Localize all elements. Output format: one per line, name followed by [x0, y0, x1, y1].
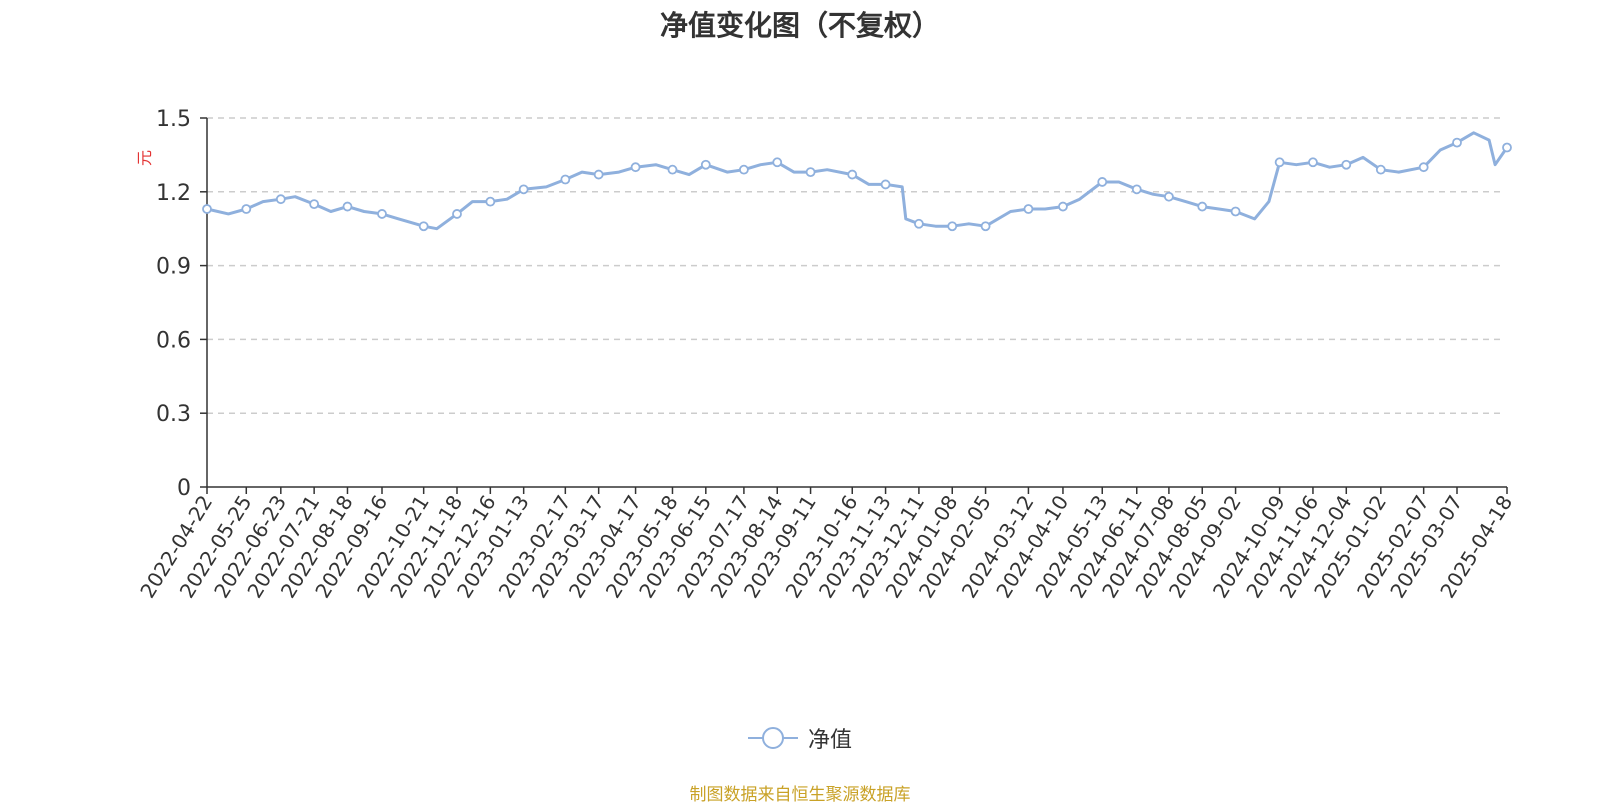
data-point-marker[interactable] [1197, 201, 1208, 212]
data-point-marker[interactable] [1131, 184, 1142, 195]
data-point-marker[interactable] [1341, 159, 1352, 170]
y-tick-label: 0.3 [156, 402, 191, 427]
data-point-marker[interactable] [980, 221, 991, 232]
data-point-marker[interactable] [947, 221, 958, 232]
data-point-marker[interactable] [630, 162, 641, 173]
data-point-marker[interactable] [1418, 162, 1429, 173]
y-tick-label: 0.6 [156, 328, 191, 353]
data-point-marker[interactable] [1230, 206, 1241, 217]
series-line-layer [206, 131, 1509, 231]
y-tick-label: 1.2 [156, 181, 191, 206]
y-tick-label: 1.5 [156, 107, 191, 132]
data-point-marker[interactable] [342, 201, 353, 212]
data-point-marker[interactable] [667, 164, 678, 175]
legend[interactable]: 净值 [0, 722, 1600, 754]
data-point-marker[interactable] [309, 199, 320, 210]
legend-label: 净值 [807, 728, 852, 753]
source-note: 制图数据来自恒生聚源数据库 [689, 785, 911, 805]
data-point-marker[interactable] [593, 169, 604, 180]
data-point-marker[interactable] [275, 194, 286, 205]
data-point-marker[interactable] [1058, 201, 1068, 212]
chart-title: 净值变化图（不复权） [659, 9, 940, 42]
data-point-marker[interactable] [880, 179, 891, 190]
data-point-marker[interactable] [377, 209, 387, 219]
data-point-marker[interactable] [418, 221, 429, 232]
data-point-marker[interactable] [1164, 191, 1174, 202]
y-axis-unit-label: 元 [135, 150, 154, 166]
data-point-marker[interactable] [518, 184, 529, 195]
data-point-marker[interactable] [560, 174, 571, 185]
data-point-marker[interactable] [700, 159, 711, 170]
x-tick-labels: 2022-04-222022-05-252022-06-232022-07-21… [135, 491, 1517, 602]
data-point-marker[interactable] [1023, 204, 1034, 214]
data-point-marker[interactable] [847, 169, 858, 180]
data-point-marker[interactable] [914, 218, 924, 229]
data-point-marker[interactable] [1502, 142, 1512, 153]
y-tick-labels: 0 0.3 0.6 0.9 1.2 1.5 [156, 107, 191, 501]
data-point-marker[interactable] [202, 204, 212, 214]
series-markers [202, 137, 1512, 232]
data-point-marker[interactable] [739, 164, 749, 175]
data-point-marker[interactable] [1375, 164, 1386, 175]
legend-line-circle-icon [747, 727, 798, 749]
data-point-marker[interactable] [485, 196, 496, 207]
data-point-marker[interactable] [241, 204, 252, 214]
data-point-marker[interactable] [805, 167, 816, 178]
y-tick-label: 0.9 [156, 255, 191, 280]
data-point-marker[interactable] [1274, 157, 1285, 168]
y-tick-label: 0 [177, 476, 191, 501]
data-point-marker[interactable] [772, 157, 783, 168]
axes [200, 117, 1508, 494]
data-point-marker[interactable] [1452, 137, 1462, 148]
data-point-marker[interactable] [1097, 177, 1108, 187]
series-line [206, 131, 1509, 231]
data-point-marker[interactable] [1308, 157, 1318, 168]
data-point-marker[interactable] [452, 209, 462, 219]
